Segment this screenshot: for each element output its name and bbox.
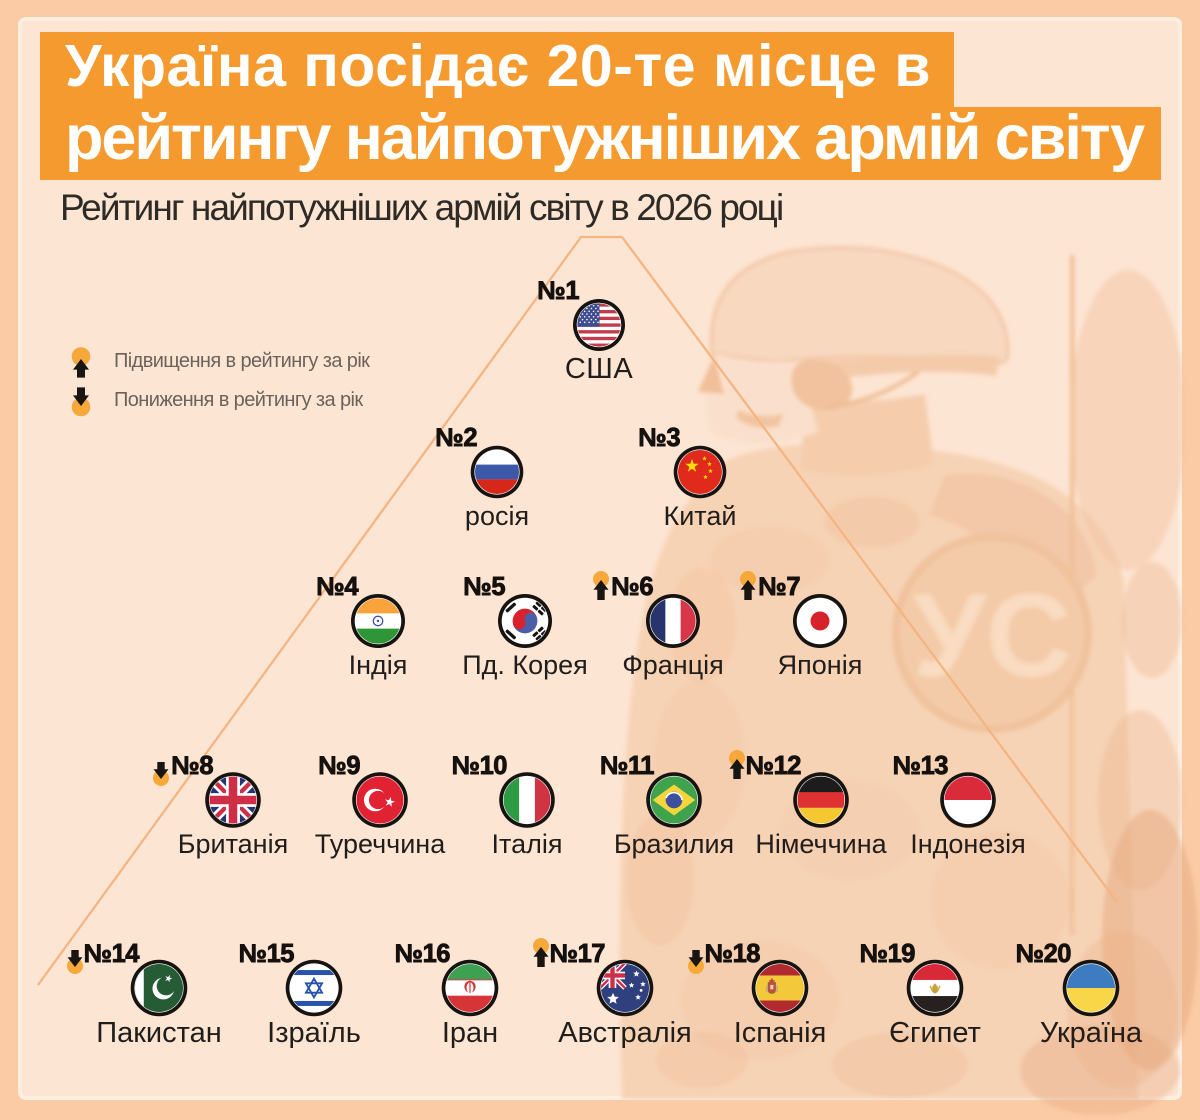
svg-text:УС: УС (913, 570, 1072, 702)
